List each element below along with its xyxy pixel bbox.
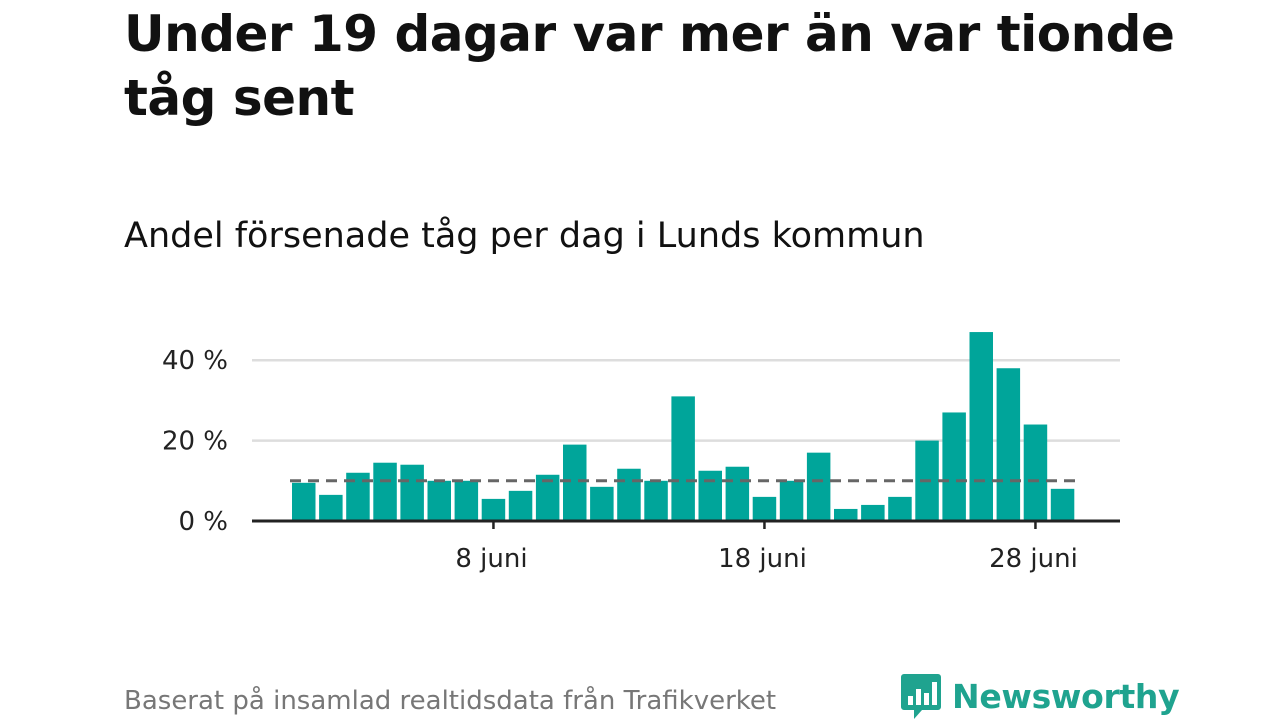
- bar: [481, 498, 506, 521]
- bar: [508, 490, 533, 521]
- chart-title: Under 19 dagar var mer än var tionde tåg…: [124, 5, 1175, 127]
- bar: [996, 368, 1021, 521]
- brand-name: Newsworthy: [952, 676, 1180, 716]
- bar: [346, 472, 370, 521]
- newsworthy-bar-chart-icon: [901, 674, 941, 719]
- x-tick-label: 28 juni: [989, 544, 1078, 574]
- x-tick-label: 18 juni: [718, 544, 807, 574]
- x-tick-label: 8 juni: [455, 544, 527, 574]
- bar: [698, 470, 722, 521]
- bar: [292, 482, 316, 521]
- source-note: Baserat på insamlad realtidsdata från Tr…: [124, 686, 777, 716]
- y-tick-label: 40 %: [162, 346, 228, 376]
- bar: [535, 474, 560, 521]
- bar: [671, 396, 695, 521]
- bar: [590, 486, 614, 521]
- bar: [942, 412, 966, 521]
- y-tick-label: 0 %: [178, 507, 228, 537]
- bar: [1050, 488, 1075, 521]
- bar: [319, 494, 343, 521]
- bars: [292, 332, 1075, 521]
- bar: [969, 332, 993, 521]
- bar: [617, 468, 641, 521]
- bar: [644, 480, 668, 521]
- bar: [725, 466, 750, 521]
- bar: [427, 480, 451, 521]
- chart-subtitle: Andel försenade tåg per dag i Lunds komm…: [124, 216, 925, 256]
- bar: [563, 444, 587, 521]
- y-tick-label: 20 %: [162, 427, 228, 457]
- bar-chart: 0 % 20 % 40 % 8 juni 18 juni 28 juni: [162, 332, 1120, 574]
- bar: [1023, 424, 1048, 521]
- bar: [400, 464, 424, 521]
- bar: [454, 480, 479, 521]
- bar: [752, 496, 777, 521]
- brand-logo: Newsworthy: [900, 670, 1180, 720]
- bar: [779, 480, 804, 521]
- axes: [252, 519, 1120, 529]
- bar: [373, 462, 397, 521]
- bar: [861, 504, 885, 521]
- bar: [888, 496, 912, 521]
- tick-labels: 0 % 20 % 40 % 8 juni 18 juni 28 juni: [162, 346, 1078, 574]
- bar: [834, 508, 858, 521]
- bar: [806, 452, 831, 521]
